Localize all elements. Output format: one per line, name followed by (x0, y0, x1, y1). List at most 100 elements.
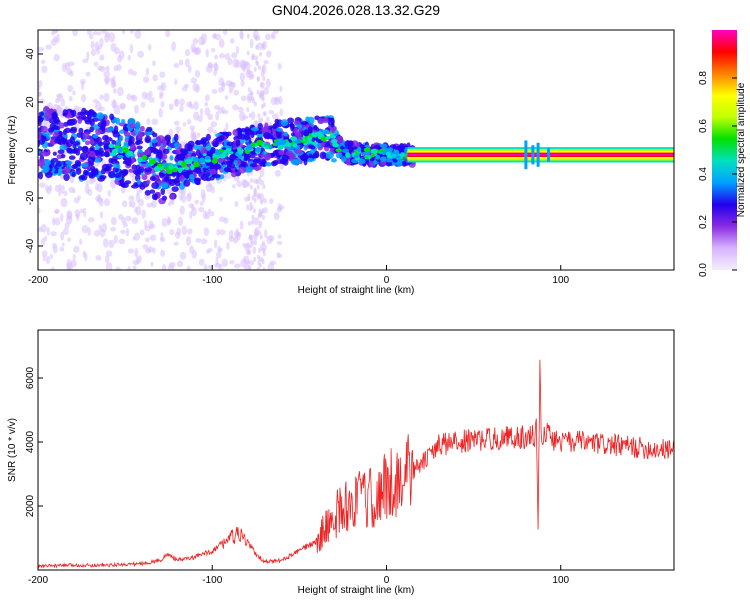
noise-blob (161, 264, 167, 270)
noise-blob (247, 193, 251, 201)
y-tick-label: 6000 (25, 366, 36, 389)
noise-blob (181, 225, 188, 236)
noise-blob (173, 62, 180, 69)
noise-blob (210, 211, 215, 217)
spectral-blob (65, 160, 73, 165)
spectral-blob (134, 121, 141, 129)
noise-blob (219, 53, 225, 59)
spectral-peak (385, 151, 392, 157)
noise-blob (198, 258, 205, 266)
noise-blob (229, 259, 235, 265)
spectral-peak (331, 138, 338, 145)
noise-blob (152, 247, 156, 254)
noise-blob (173, 120, 180, 126)
spectral-blob (308, 153, 313, 159)
spectral-blob (66, 147, 73, 154)
spectral-blob (307, 116, 315, 125)
spectral-peak (256, 139, 264, 146)
spectral-blob (226, 141, 234, 147)
spectral-blob (238, 166, 247, 174)
spectral-blob (63, 166, 71, 174)
noise-blob (247, 96, 252, 101)
noise-blob (134, 247, 139, 258)
spectral-blob (72, 141, 81, 146)
spectral-blob (136, 145, 143, 150)
spectral-blob (62, 129, 67, 136)
noise-blob (83, 207, 87, 218)
noise-blob (240, 80, 245, 87)
noise-blob (240, 31, 244, 41)
noise-blob (179, 205, 185, 215)
noise-blob (262, 184, 266, 190)
noise-blob (39, 98, 45, 105)
spectral-blob (280, 119, 289, 127)
spectral-blob (71, 109, 77, 117)
noise-blob (60, 213, 64, 222)
noise-blob (235, 231, 241, 241)
spectral-peak (137, 156, 143, 163)
spectral-peak (171, 168, 179, 172)
spectral-blob (399, 146, 405, 152)
spectral-blob (264, 154, 270, 161)
spectral-blob (232, 129, 239, 136)
spectral-peak (122, 147, 128, 152)
spectral-blob (342, 148, 350, 154)
spectral-blob (90, 165, 96, 172)
noise-blob (41, 250, 48, 257)
spectral-blob (81, 145, 89, 154)
noise-blob (231, 52, 238, 59)
noise-blob (244, 264, 251, 270)
spectral-blob (202, 142, 207, 148)
spectral-peak (225, 148, 232, 152)
spectral-blob (57, 149, 65, 155)
spectral-blob (145, 137, 151, 143)
spectral-blob (178, 182, 185, 190)
noise-blob (139, 229, 145, 236)
spectral-blob (38, 131, 42, 140)
noise-blob (213, 239, 218, 249)
noise-blob (213, 105, 221, 110)
spectral-blob (70, 126, 78, 132)
noise-blob (263, 60, 269, 65)
noise-blob (196, 132, 201, 138)
noise-blob (117, 86, 124, 97)
noise-blob (248, 259, 255, 266)
noise-blob (193, 101, 199, 111)
noise-blob (249, 243, 253, 249)
noise-blob (95, 255, 102, 261)
noise-blob (263, 86, 269, 95)
noise-blob (256, 266, 260, 270)
noise-blob (222, 30, 228, 36)
spectral-blob (187, 140, 195, 148)
spectral-blob (209, 168, 217, 175)
noise-blob (66, 259, 72, 269)
spectral-blob (335, 135, 344, 144)
spectral-blob (50, 137, 56, 145)
noise-blob (51, 266, 55, 270)
noise-blob (250, 111, 256, 121)
noise-blob (253, 217, 260, 226)
noise-blob (110, 42, 117, 52)
spike-mark (524, 140, 528, 170)
spectral-blob (59, 144, 67, 151)
noise-blob (72, 253, 76, 260)
spectral-blob (359, 158, 366, 165)
spectral-peak (264, 145, 270, 150)
noise-blob (99, 54, 105, 61)
spectral-peak (177, 167, 184, 172)
spectral-blob (111, 139, 117, 145)
noise-blob (99, 211, 104, 219)
noise-blob (239, 220, 244, 231)
noise-blob (39, 182, 46, 188)
spectral-blob (157, 135, 165, 141)
spectral-blob (77, 146, 83, 151)
noise-blob (228, 235, 235, 243)
colorbar-ticks: 0.0 0.2 0.4 0.6 0.8 (698, 71, 737, 277)
x-tick-label: -200 (28, 575, 48, 586)
spectral-blob (60, 153, 66, 159)
spectral-blob (47, 127, 55, 133)
noise-blob (41, 65, 48, 74)
noise-blob (90, 40, 95, 50)
spectral-blob (38, 171, 44, 180)
noise-blob (86, 30, 92, 36)
